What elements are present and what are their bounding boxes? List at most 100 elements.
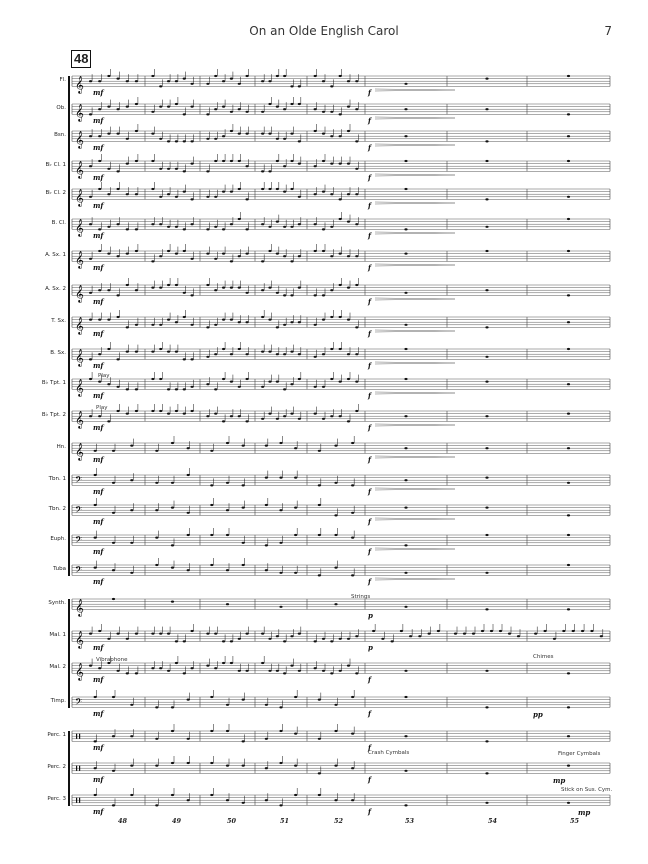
notehead [159, 409, 163, 413]
notehead [317, 698, 321, 701]
notehead [566, 672, 571, 675]
notehead [206, 632, 210, 635]
notehead [279, 541, 283, 544]
notehead [566, 563, 571, 567]
notehead [404, 187, 408, 191]
notehead [186, 698, 190, 701]
notehead [390, 640, 394, 643]
notehead [170, 600, 175, 603]
notehead [190, 667, 194, 670]
notehead [334, 603, 338, 606]
notehead [125, 412, 129, 415]
notehead [125, 326, 129, 329]
notehead [330, 135, 334, 138]
notehead [404, 415, 408, 418]
notehead [182, 249, 186, 253]
decrescendo-hairpin [374, 201, 456, 205]
instrument-label: Synth. [48, 600, 66, 606]
notehead [566, 294, 571, 297]
notehead [404, 323, 408, 326]
notehead [166, 318, 171, 321]
notehead [214, 412, 218, 415]
notehead [125, 137, 129, 140]
notehead [125, 283, 129, 287]
notehead [206, 415, 210, 418]
notehead [125, 193, 129, 196]
dynamic-marking: f [368, 391, 372, 400]
dynamic-marking: f [368, 143, 372, 152]
dynamic-marking: mf [93, 643, 104, 652]
notehead [166, 283, 171, 287]
notehead [98, 629, 102, 633]
notehead [283, 255, 287, 258]
notehead [245, 353, 249, 356]
notehead [543, 629, 547, 633]
notehead [351, 484, 355, 487]
notehead [334, 481, 338, 484]
notehead [107, 193, 111, 196]
notehead [283, 74, 287, 78]
dynamic-marking: f [368, 231, 372, 240]
notehead [566, 801, 571, 804]
notehead [566, 74, 571, 78]
notehead [166, 388, 171, 391]
notehead [159, 167, 163, 170]
notehead [313, 249, 317, 253]
treble-clef-icon: 𝄞 [75, 218, 84, 236]
measure-number: 52 [334, 817, 344, 825]
notehead [338, 347, 342, 351]
notehead [155, 804, 159, 807]
treble-clef-icon: 𝄞 [75, 630, 84, 648]
dynamic-marking: mf [93, 547, 104, 556]
notehead [294, 732, 298, 735]
notehead [351, 732, 355, 735]
notehead [237, 217, 241, 221]
treble-clef-icon: 𝄞 [75, 250, 84, 268]
notehead [485, 77, 489, 80]
notehead [166, 80, 171, 83]
notehead [237, 82, 241, 85]
notehead [283, 165, 287, 168]
notehead [485, 326, 489, 329]
notehead [290, 635, 294, 638]
notehead [321, 159, 326, 163]
notehead [159, 255, 163, 258]
notehead [237, 637, 241, 640]
notehead [182, 315, 186, 319]
notehead [237, 159, 241, 163]
notehead [237, 255, 241, 258]
notehead [130, 444, 134, 447]
notehead [225, 729, 230, 733]
notehead [98, 249, 102, 253]
notehead [283, 672, 287, 675]
notehead [404, 347, 408, 351]
notehead [111, 541, 116, 544]
notehead [355, 167, 359, 170]
notehead [261, 315, 265, 319]
treble-clef-icon: 𝄞 [75, 442, 84, 460]
notehead [130, 571, 134, 574]
notehead [489, 629, 494, 633]
annotation-strings: Strings [351, 594, 371, 600]
notehead [404, 159, 408, 163]
notehead [206, 252, 210, 255]
notehead [485, 415, 489, 418]
dynamic-marking: mp [578, 808, 591, 817]
notehead [580, 629, 585, 633]
annotation-vibraphone: Vibraphone [96, 657, 128, 663]
notehead [404, 447, 408, 450]
notehead [225, 533, 230, 537]
notehead [221, 286, 226, 289]
instrument-label: B. Cl. [51, 220, 66, 226]
notehead [221, 420, 226, 423]
notehead [190, 323, 194, 326]
notehead [166, 140, 171, 143]
notehead [404, 479, 408, 482]
notehead [155, 563, 159, 567]
notehead [351, 441, 355, 445]
dynamic-marking: mf [93, 297, 104, 306]
notehead [229, 159, 234, 163]
notehead [245, 132, 249, 135]
notehead [346, 193, 351, 196]
